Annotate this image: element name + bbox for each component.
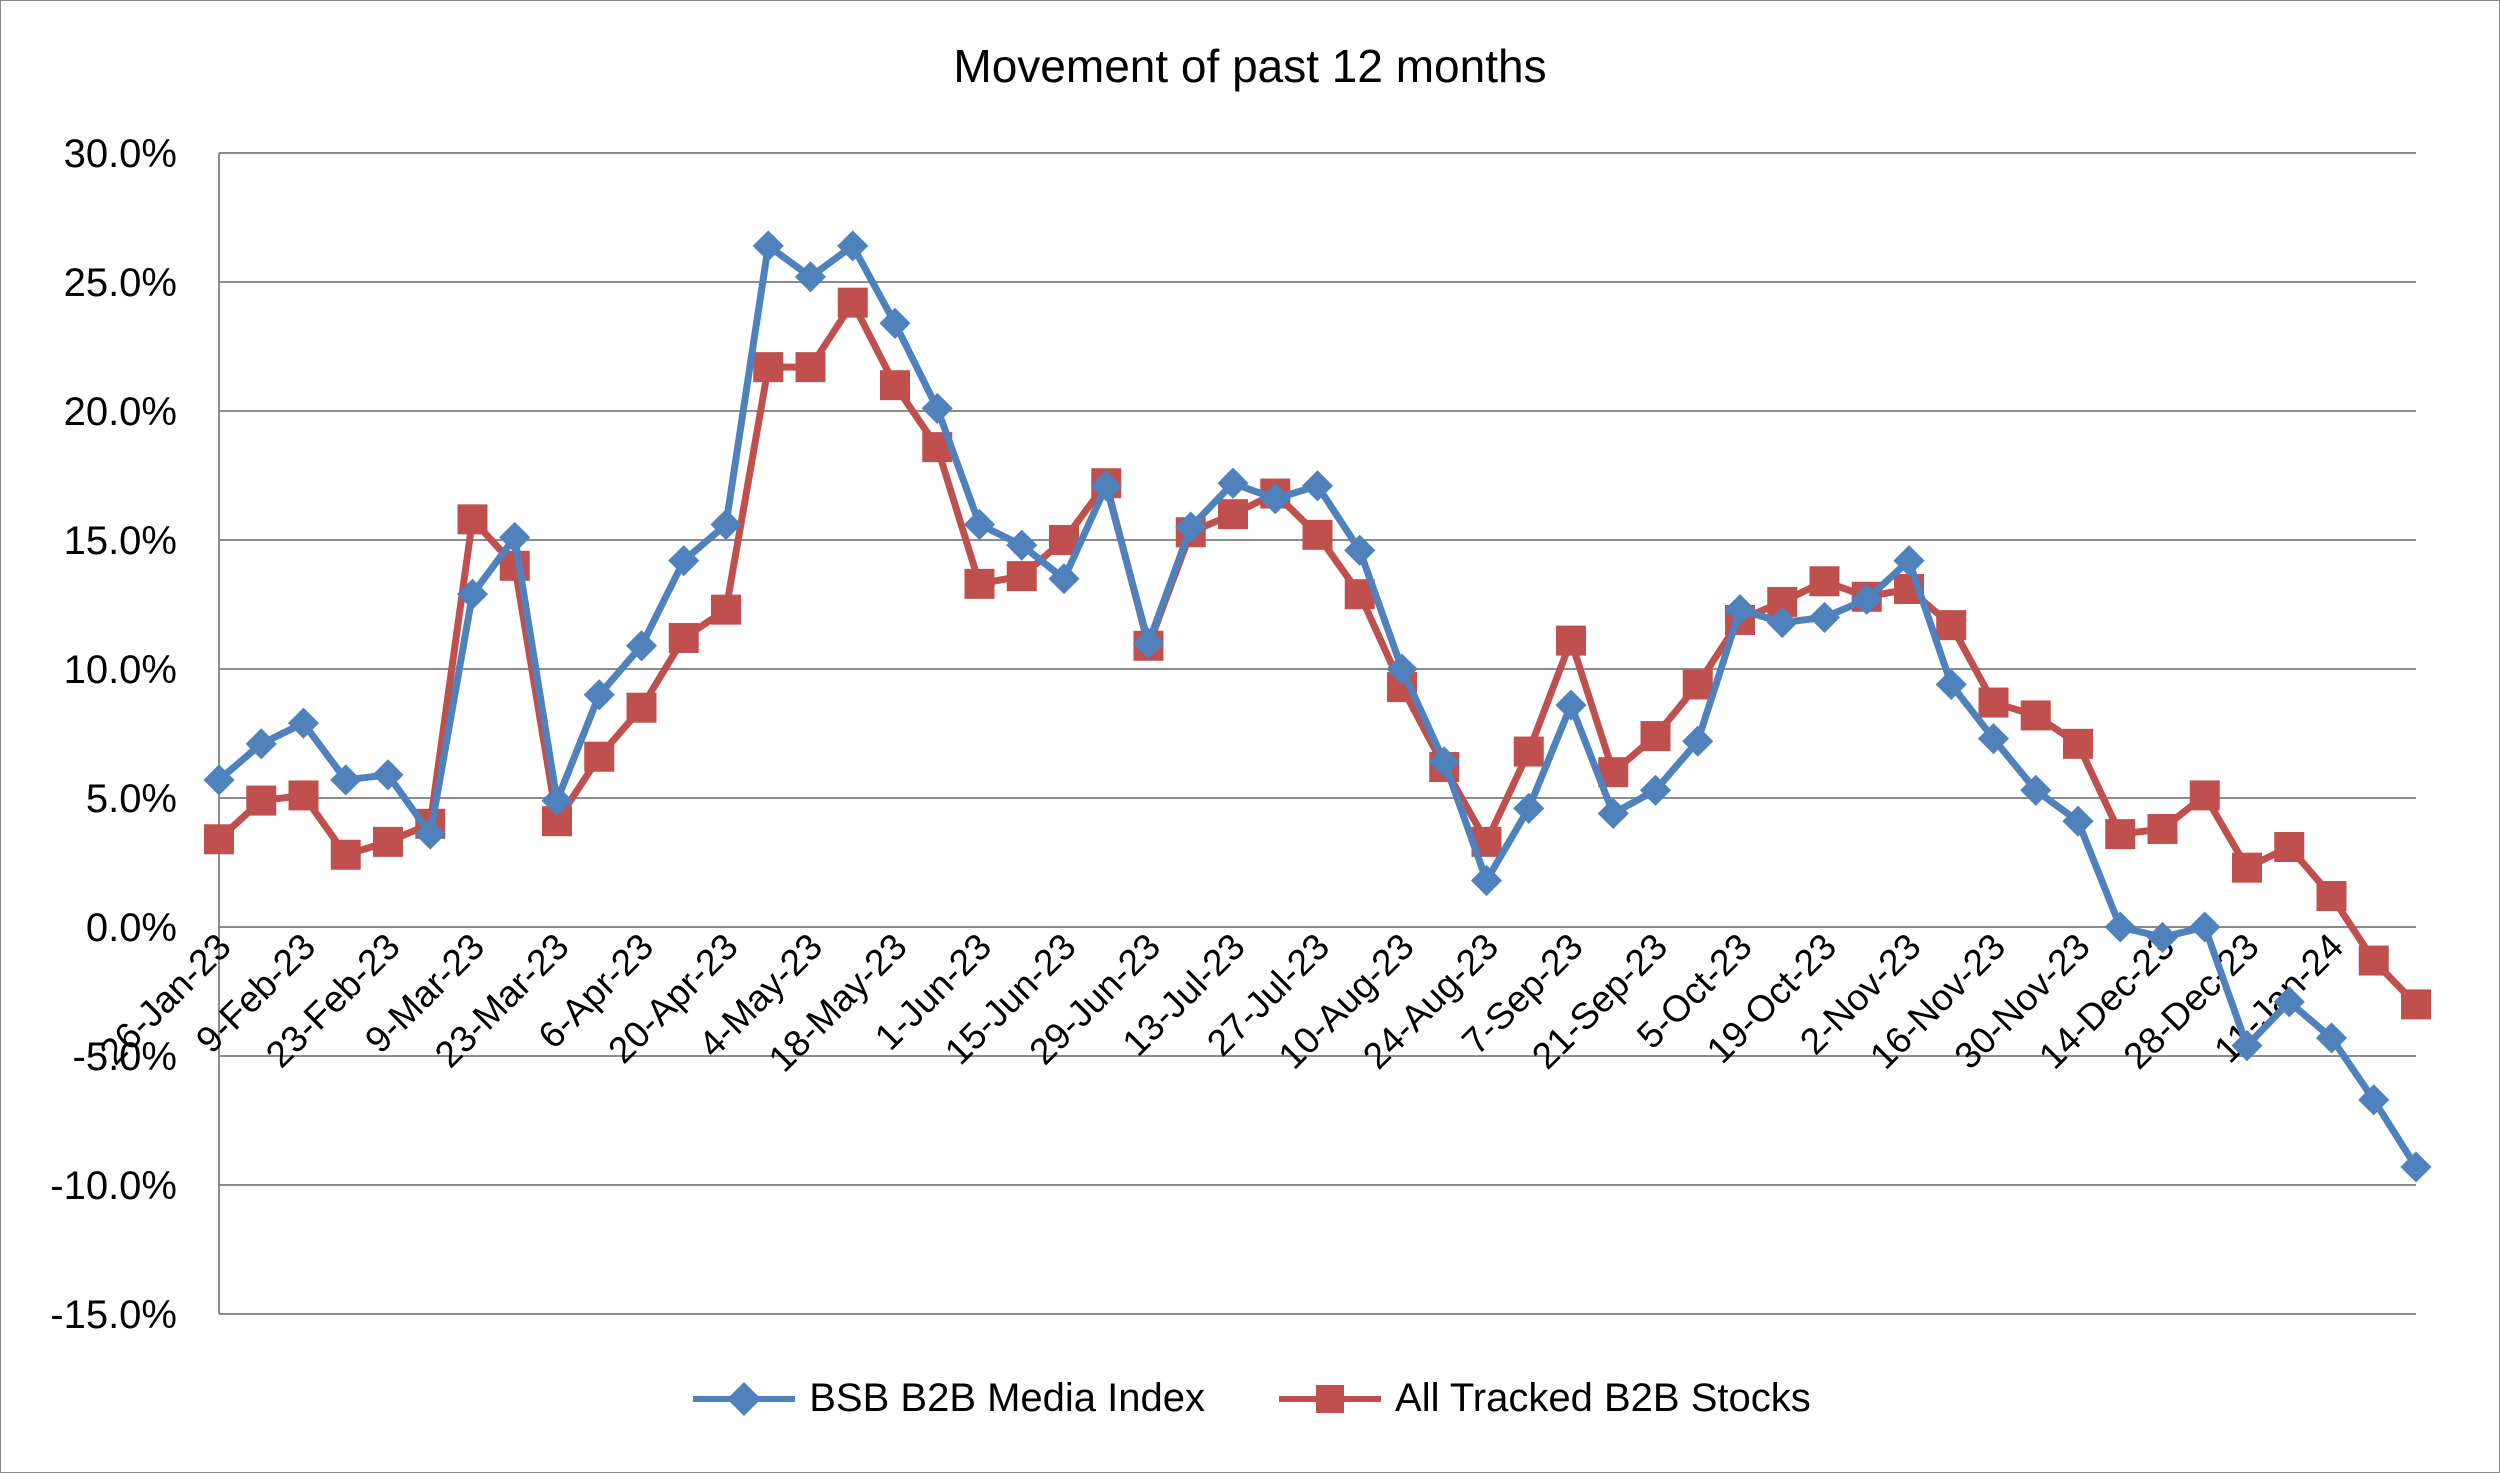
data-point-series-2 — [668, 623, 699, 654]
data-point-series-1 — [879, 307, 911, 339]
data-point-series-2 — [2232, 852, 2262, 883]
data-point-series-2 — [330, 839, 361, 870]
data-point-series-2 — [1218, 499, 1248, 530]
y-tick-label: -5.0% — [73, 1035, 178, 1079]
data-point-series-1 — [2104, 911, 2136, 943]
data-point-series-1 — [1555, 689, 1587, 721]
data-point-series-1 — [330, 764, 362, 796]
data-point-series-1 — [1259, 483, 1291, 515]
legend-swatch-series-1 — [693, 1381, 796, 1416]
legend-label-series-1: BSB B2B Media Index — [809, 1376, 1206, 1420]
data-point-series-1 — [2231, 1030, 2263, 1062]
data-point-series-2 — [1556, 625, 1586, 656]
y-tick-label: 20.0% — [64, 390, 177, 434]
data-point-series-2 — [795, 352, 826, 383]
legend-item-series-1: BSB B2B Media Index — [689, 1376, 1205, 1421]
y-tick-label: 10.0% — [64, 648, 177, 692]
data-point-series-2 — [2358, 945, 2389, 976]
data-point-series-2 — [1682, 669, 1713, 700]
data-point-series-1 — [1597, 797, 1629, 830]
data-point-series-1 — [372, 759, 404, 791]
data-point-series-1 — [794, 261, 827, 293]
y-axis-ticks: 30.0% 25.0% 20.0% 15.0% 10.0% 5.0% 0.0% -5.0% -1… — [50, 132, 177, 1337]
data-point-series-1 — [1301, 470, 1334, 502]
data-point-series-1 — [2358, 1084, 2390, 1116]
y-tick-label: 25.0% — [64, 261, 177, 305]
data-point-series-1 — [2062, 805, 2094, 837]
legend-label-series-2: All Tracked B2B Stocks — [1395, 1376, 1811, 1420]
y-tick-label: 15.0% — [64, 519, 177, 563]
chart-legend: BSB B2B Media Index All Tracked B2B Stoc… — [1, 1376, 2499, 1421]
data-point-series-1 — [963, 508, 996, 541]
data-point-series-2 — [753, 352, 784, 383]
series-line-2 — [216, 299, 2419, 1007]
data-point-series-2 — [964, 568, 995, 599]
data-point-series-2 — [2020, 700, 2051, 731]
data-point-series-2 — [837, 287, 868, 318]
y-tick-label: 0.0% — [86, 906, 177, 950]
y-tick-label: -15.0% — [50, 1293, 177, 1337]
data-point-series-2 — [373, 826, 403, 857]
data-point-series-2 — [1006, 561, 1037, 592]
data-point-series-2 — [457, 504, 488, 535]
series-2 — [204, 287, 2431, 1020]
data-point-series-2 — [2105, 819, 2136, 850]
data-point-series-2 — [1513, 736, 1544, 767]
legend-item-series-2: All Tracked B2B Stocks — [1275, 1376, 1811, 1421]
data-point-series-2 — [880, 370, 910, 401]
data-point-series-2 — [2147, 813, 2178, 844]
data-point-series-1 — [287, 707, 320, 739]
legend-swatch-series-2 — [1279, 1384, 1382, 1413]
data-point-series-1 — [2273, 986, 2305, 1018]
data-point-series-1 — [1090, 470, 1122, 502]
data-point-series-1 — [414, 818, 446, 850]
data-point-series-2 — [1936, 610, 1967, 641]
data-point-series-2 — [204, 824, 234, 855]
gridlines — [219, 152, 2416, 1315]
data-point-series-1 — [1217, 467, 1249, 499]
y-tick-label: 5.0% — [86, 777, 177, 821]
data-point-series-2 — [2189, 780, 2220, 811]
data-point-series-1 — [1470, 865, 1503, 897]
data-point-series-2 — [1302, 519, 1333, 550]
data-point-series-2 — [711, 594, 741, 625]
data-point-series-2 — [246, 785, 277, 816]
data-point-series-2 — [2401, 989, 2431, 1020]
data-point-series-1 — [2400, 1151, 2432, 1183]
data-point-series-1 — [2146, 921, 2179, 953]
data-point-series-2 — [584, 741, 615, 772]
data-point-series-1 — [921, 392, 953, 424]
data-point-series-2 — [626, 692, 657, 723]
data-point-series-1 — [2315, 1022, 2348, 1054]
data-point-series-2 — [2316, 881, 2347, 912]
data-point-series-2 — [2274, 832, 2305, 863]
data-point-series-2 — [1978, 687, 2009, 718]
y-tick-label: 30.0% — [64, 132, 177, 176]
data-point-series-2 — [1640, 721, 1671, 752]
data-point-series-2 — [2063, 728, 2093, 759]
data-point-series-1 — [456, 578, 489, 610]
data-point-series-2 — [288, 780, 319, 811]
data-point-series-2 — [1809, 566, 1840, 597]
data-point-series-1 — [2189, 911, 2221, 943]
data-point-series-1 — [1808, 601, 1841, 633]
y-tick-label: -10.0% — [50, 1164, 177, 1208]
chart-title: Movement of past 12 months — [953, 40, 1547, 92]
